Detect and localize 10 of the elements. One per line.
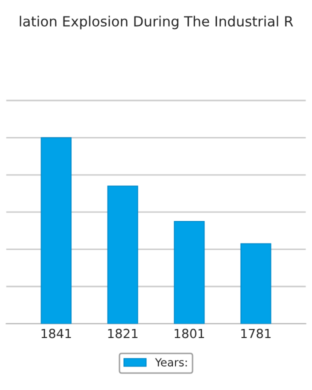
x-tick-label: 1821 xyxy=(108,328,138,338)
bar xyxy=(174,220,205,324)
bar xyxy=(240,243,272,324)
bar xyxy=(107,186,138,324)
legend-label: Years: xyxy=(155,358,187,366)
chart-title: lation Explosion During The Industrial R xyxy=(20,16,294,30)
x-tick-label: 1781 xyxy=(241,328,271,338)
x-tick-label: 1801 xyxy=(174,328,204,338)
bar xyxy=(40,137,72,324)
x-tick-label: 1841 xyxy=(42,328,71,338)
